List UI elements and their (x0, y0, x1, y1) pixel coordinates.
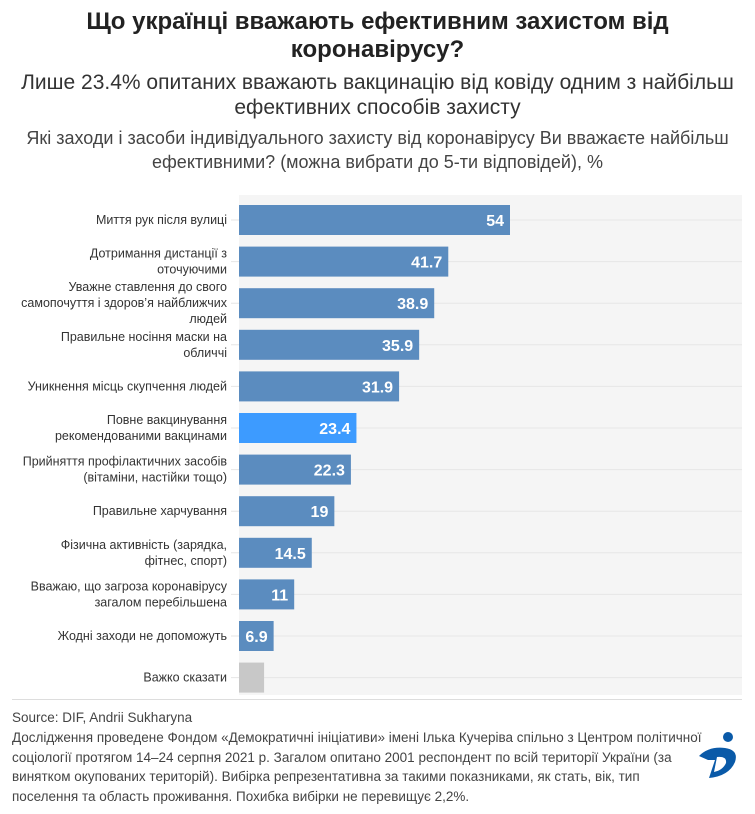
category-label-line: Миття рук після вулиці (96, 213, 227, 227)
category-label: Миття рук після вулиці (96, 213, 227, 227)
bar (239, 288, 435, 319)
value-label: 22.3 (314, 463, 345, 480)
category-label-line: Прийняття профілактичних засобів (23, 455, 228, 469)
category-label: Прийняття профілактичних засобів (вітамін… (23, 455, 228, 485)
value-label: 19 (311, 504, 329, 521)
plot-background (239, 195, 742, 695)
value-label: 38.9 (397, 296, 428, 313)
category-label-line: загалом перебільшена (95, 595, 227, 609)
category-label-line: обличчі (183, 346, 227, 360)
category-label: Важко сказати (143, 671, 227, 685)
bar (239, 413, 357, 443)
category-label-line: рекомендованими вакцинами (55, 429, 227, 443)
bar (239, 246, 449, 277)
bar (239, 329, 420, 360)
value-label: 14.5 (275, 546, 306, 563)
category-label: Вважаю, що загроза коронавірусу загалом п… (31, 579, 228, 609)
category-label-line: Жодні заходи не допоможуть (58, 629, 227, 643)
category-label-line: Фізична активність (зарядка, (61, 538, 227, 552)
value-label: 41.7 (411, 255, 442, 272)
bar (239, 496, 335, 527)
category-label-line: (вітаміни, настійки тощо) (83, 471, 227, 485)
category-label-line: Уважне ставлення до свого (69, 280, 228, 294)
category-label: Уникнення місць скупчення людей (28, 379, 227, 393)
bar (239, 454, 351, 485)
bar (239, 579, 295, 610)
category-label: Правильне харчування (93, 504, 227, 518)
survey-question: Які заходи і засоби індивідуального захи… (26, 128, 729, 172)
category-label-line: Повне вакцинування (107, 413, 227, 427)
category-label-line: оточуючими (157, 263, 227, 277)
category-label-line: Дотримання дистанції з (90, 247, 227, 261)
category-label: Уважне ставлення до свого самопочуття і з… (21, 280, 228, 326)
category-label: Дотримання дистанції з оточуючими (90, 247, 227, 277)
category-label-line: Вважаю, що загроза коронавірусу (31, 579, 228, 593)
category-label: Фізична активність (зарядка, фітнес, спор… (61, 538, 227, 568)
category-label-line: самопочуття і здоров’я найближчих (21, 296, 228, 310)
category-label: Повне вакцинування рекомендованими вакцин… (55, 413, 227, 443)
bar (239, 537, 312, 568)
methodology-note: Дослідження проведене Фондом «Демократич… (12, 730, 702, 804)
chart-subtitle: Лише 23.4% опитаних вважають вакцинацію … (21, 71, 734, 119)
category-label-line: Правильне носіння маски на (61, 330, 227, 344)
bar-chart: Миття рук після вулиці 54 Дотримання диста… (21, 195, 742, 695)
category-label: Правильне носіння маски на обличчі (61, 330, 227, 360)
value-label: 31.9 (362, 379, 393, 396)
footer-divider (12, 699, 742, 700)
source-text: Source: DIF, Andrii Sukharyna (12, 710, 193, 725)
value-label: 11 (271, 587, 288, 604)
value-label: 6.9 (245, 629, 267, 646)
category-label-line: Уникнення місць скупчення людей (28, 379, 227, 393)
category-label-line: людей (189, 312, 227, 326)
bar (239, 662, 265, 693)
category-label: Жодні заходи не допоможуть (58, 629, 227, 643)
category-label-line: Правильне харчування (93, 504, 227, 518)
bar (239, 621, 274, 651)
bar (239, 205, 510, 235)
chart-title: Що українці вважають ефективним захистом… (86, 8, 669, 63)
category-label-line: Важко сказати (143, 671, 227, 685)
dif-logo-icon (699, 732, 736, 778)
bar (239, 371, 400, 402)
value-label: 35.9 (382, 338, 413, 355)
category-label-line: фітнес, спорт) (145, 554, 227, 568)
value-label: 23.4 (319, 421, 350, 438)
value-label: 54 (486, 213, 504, 230)
